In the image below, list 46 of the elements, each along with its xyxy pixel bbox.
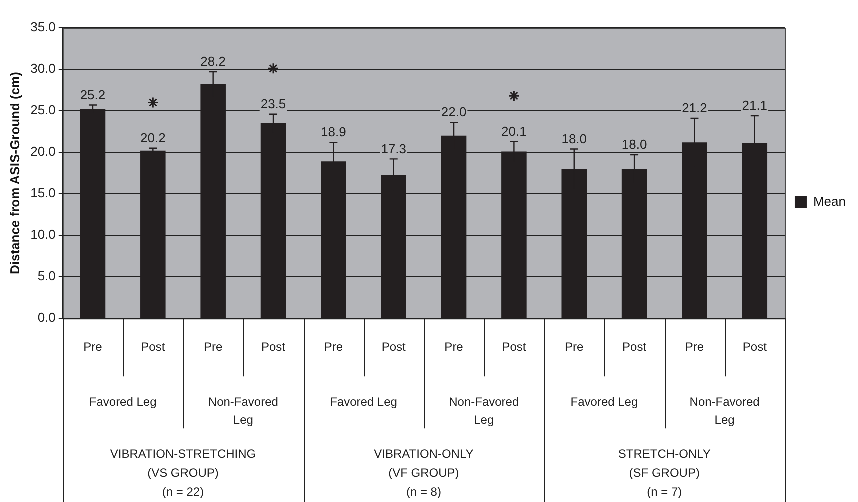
y-tick-label: 10.0 [30, 227, 56, 242]
text: VIBRATION-STRETCHING (VS GROUP) (n = 22) [110, 446, 256, 499]
text: Favored Leg [330, 394, 398, 409]
point [508, 90, 520, 102]
data-label: 18.0 [562, 131, 588, 146]
x-tick-label: Post [141, 340, 166, 354]
x-tick-label: Post [742, 340, 768, 354]
x-tick-label: Post [382, 340, 407, 354]
text: Favored Leg [89, 394, 157, 409]
data-label: 23.5 [260, 96, 286, 112]
x-tick-label: Post [502, 340, 527, 354]
text: Non-Favored Leg [690, 394, 760, 427]
point [268, 62, 280, 74]
data-label: 18.0 [622, 137, 648, 152]
data-label: 18.9 [321, 124, 346, 140]
y-tick-label: 5.0 [38, 268, 56, 284]
text: Non-Favored Leg [208, 394, 278, 427]
text: VIBRATION-ONLY (VF GROUP) (n = 8) [374, 446, 474, 499]
data-label: 25.2 [80, 87, 106, 102]
data-label: 21.2 [682, 100, 708, 116]
point [147, 96, 159, 108]
y-tick-label: 35.0 [30, 20, 56, 35]
x-tick-label: Post [622, 340, 648, 354]
data-label: 21.1 [742, 98, 768, 114]
x-tick-label: Pre [204, 340, 223, 354]
data-label: 17.3 [381, 141, 407, 156]
legend-label: Mean [813, 194, 846, 210]
x-tick-label: Pre [324, 340, 344, 354]
data-label: 28.2 [200, 54, 226, 70]
y-tick-label: 30.0 [30, 61, 56, 76]
y-tick-label: 0.0 [38, 310, 56, 326]
y-tick-label: 25.0 [30, 102, 56, 118]
y-tick-label: 20.0 [30, 144, 56, 160]
data-label: 20.2 [140, 130, 166, 146]
y-axis-title: Distance from ASIS-Ground (cm) [7, 72, 22, 275]
data-label: 22.0 [441, 104, 467, 120]
y-tick-label: 15.0 [30, 186, 56, 201]
text: Non-Favored Leg [449, 394, 520, 427]
x-tick-label: Pre [444, 340, 464, 354]
x-tick-label: Post [262, 340, 286, 354]
x-tick-label: Pre [84, 340, 103, 354]
text: Favored Leg [570, 394, 638, 409]
data-label: 20.1 [502, 124, 527, 139]
text: STRETCH-ONLY (SF GROUP) (n = 7) [618, 446, 711, 499]
x-tick-label: Pre [685, 340, 704, 354]
x-tick-label: Pre [565, 340, 584, 354]
